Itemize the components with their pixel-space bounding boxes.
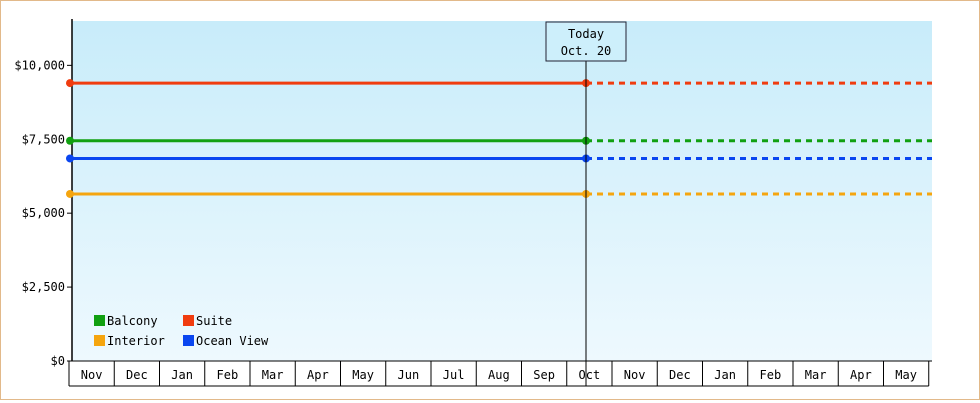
x-tick-label: Mar — [262, 368, 284, 382]
x-tick-label: Sep — [533, 368, 555, 382]
x-tick-label: Apr — [850, 368, 872, 382]
legend-label: Balcony — [107, 314, 158, 328]
x-tick-label: Feb — [217, 368, 239, 382]
y-tick-label: $0 — [51, 354, 65, 368]
legend-swatch — [94, 315, 105, 326]
x-tick-label: Apr — [307, 368, 329, 382]
today-box — [545, 21, 627, 62]
x-tick-label: Nov — [81, 368, 103, 382]
y-tick-label: $5,000 — [22, 206, 65, 220]
legend-item[interactable]: Balcony — [94, 314, 158, 328]
data-point[interactable] — [66, 136, 74, 145]
y-tick-label: $7,500 — [22, 132, 65, 146]
x-tick-label: Jun — [398, 368, 420, 382]
x-tick-label: Oct — [579, 368, 601, 382]
legend-swatch — [183, 335, 194, 346]
legend-label: Interior — [107, 334, 165, 348]
x-tick-label: May — [352, 368, 374, 382]
data-point[interactable] — [66, 154, 74, 163]
data-point[interactable] — [66, 79, 74, 88]
x-tick-label: Mar — [805, 368, 827, 382]
legend-swatch — [183, 315, 194, 326]
legend-label: Ocean View — [196, 334, 269, 348]
x-tick-label: Jan — [714, 368, 736, 382]
x-tick-label: Jan — [171, 368, 193, 382]
x-tick-label: Dec — [126, 368, 148, 382]
legend-swatch — [94, 335, 105, 346]
x-tick-label: Nov — [624, 368, 646, 382]
y-tick-label: $2,500 — [22, 280, 65, 294]
plot-area — [72, 21, 932, 361]
x-tick-label: Feb — [760, 368, 782, 382]
legend-item[interactable]: Suite — [183, 314, 232, 328]
x-tick-label: Dec — [669, 368, 691, 382]
legend-item[interactable]: Interior — [94, 334, 165, 348]
x-tick-label: Aug — [488, 368, 510, 382]
data-point[interactable] — [66, 189, 74, 198]
x-tick-label: May — [895, 368, 917, 382]
legend-item[interactable]: Ocean View — [183, 334, 269, 348]
y-tick-label: $10,000 — [14, 58, 65, 72]
today-date: Oct. 20 — [561, 44, 612, 58]
legend-label: Suite — [196, 314, 232, 328]
today-label: Today — [568, 27, 604, 41]
x-tick-label: Jul — [443, 368, 465, 382]
